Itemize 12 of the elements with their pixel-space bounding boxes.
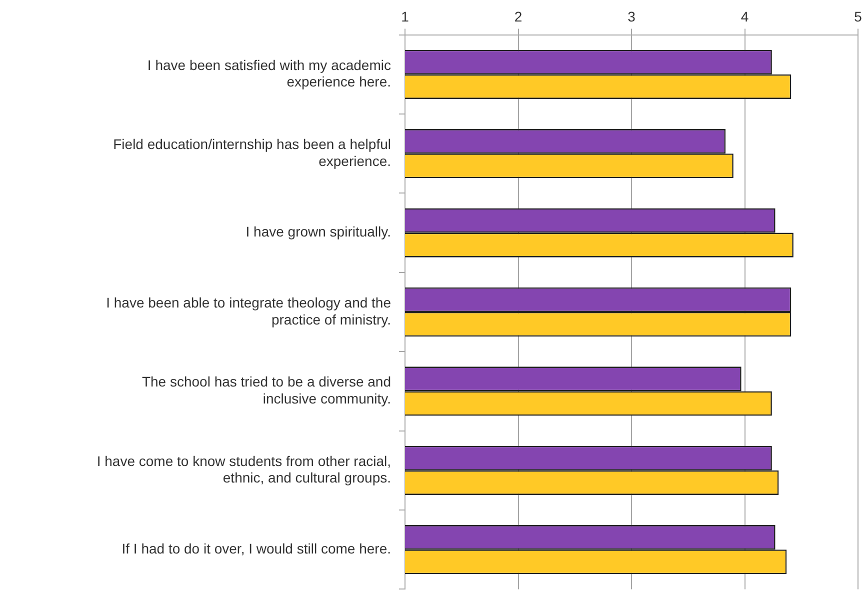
y-tick-label: If I had to do it over, I would still come here.	[122, 540, 391, 556]
x-tick-label: 3	[628, 8, 636, 24]
y-tick-label: I have been able to integrate theology and the practice of ministry.	[106, 294, 392, 328]
y-tick-label: I have come to know students from other racial, ethnic, and cultural groups.	[96, 452, 391, 486]
x-tick-label: 2	[514, 8, 522, 24]
x-tick-label: 1	[401, 8, 410, 24]
x-tick-label: 4	[740, 8, 749, 24]
y-tick-label: Field education/internship has been a helpful experience.	[113, 136, 391, 169]
y-tick-label: I have been satisfied with my academic experience here.	[147, 56, 391, 90]
y-tick-label: The school has tried to be a diverse and inclusive community.	[142, 374, 391, 406]
x-tick-label: 5	[854, 8, 862, 24]
y-tick-label: I have grown spiritually.	[246, 224, 391, 240]
